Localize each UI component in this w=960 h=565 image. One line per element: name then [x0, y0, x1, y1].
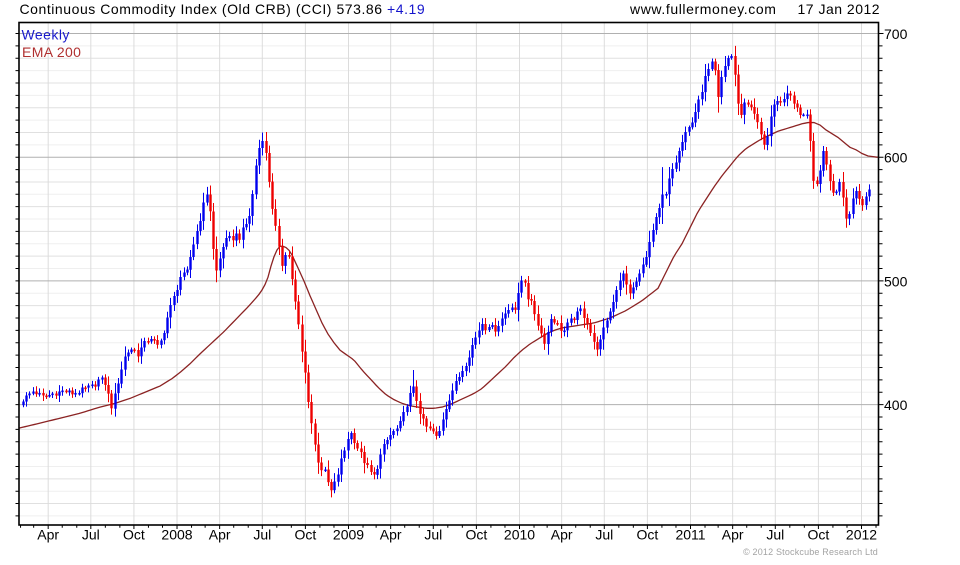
svg-text:Apr: Apr [722, 527, 744, 543]
svg-text:500: 500 [884, 273, 908, 289]
svg-text:Jul: Jul [595, 527, 613, 543]
svg-text:2008: 2008 [161, 527, 192, 543]
svg-text:Oct: Oct [295, 527, 317, 543]
svg-text:Apr: Apr [380, 527, 402, 543]
svg-text:2009: 2009 [333, 527, 364, 543]
svg-text:Jul: Jul [424, 527, 442, 543]
svg-text:Jul: Jul [766, 527, 784, 543]
svg-text:2011: 2011 [675, 527, 705, 543]
svg-text:Jul: Jul [253, 527, 271, 543]
svg-text:17 Jan 2012: 17 Jan 2012 [798, 1, 881, 17]
svg-text:400: 400 [884, 397, 908, 413]
svg-text:Apr: Apr [37, 527, 59, 543]
svg-text:© 2012 Stockcube Research Ltd: © 2012 Stockcube Research Ltd [743, 547, 878, 557]
svg-text:600: 600 [884, 150, 908, 166]
svg-text:Apr: Apr [209, 527, 231, 543]
svg-text:www.fullermoney.com: www.fullermoney.com [629, 1, 777, 17]
svg-text:Oct: Oct [637, 527, 659, 543]
svg-text:EMA 200: EMA 200 [22, 44, 81, 60]
svg-text:700: 700 [884, 26, 908, 42]
svg-text:Jul: Jul [82, 527, 100, 543]
svg-text:2010: 2010 [504, 527, 535, 543]
svg-text:Weekly: Weekly [22, 27, 70, 43]
svg-text:Oct: Oct [808, 527, 830, 543]
svg-text:Apr: Apr [551, 527, 573, 543]
svg-text:2012: 2012 [846, 527, 877, 543]
svg-text:Oct: Oct [466, 527, 488, 543]
svg-text:Oct: Oct [123, 527, 145, 543]
svg-text:Continuous Commodity Index (Ol: Continuous Commodity Index (Old CRB) (CC… [20, 1, 426, 17]
